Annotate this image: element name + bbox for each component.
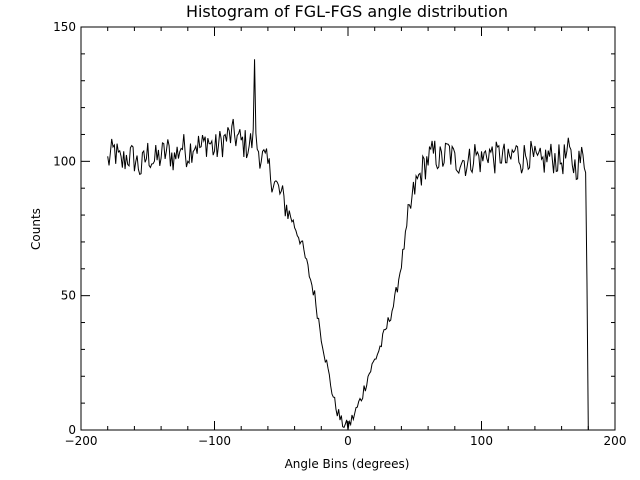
y-tick-label: 0	[68, 423, 76, 437]
y-tick-label: 100	[53, 154, 76, 168]
x-tick-label: 200	[604, 434, 627, 448]
x-tick-label: −200	[65, 434, 98, 448]
chart-title: Histogram of FGL-FGS angle distribution	[186, 2, 508, 21]
x-tick-label: 0	[344, 434, 352, 448]
x-axis-label: Angle Bins (degrees)	[285, 457, 410, 471]
y-tick-label: 150	[53, 20, 76, 34]
y-axis-label: Counts	[29, 208, 43, 250]
y-tick-label: 50	[61, 289, 76, 303]
x-tick-label: 100	[470, 434, 493, 448]
plot-frame	[80, 26, 616, 431]
x-tick-label: −100	[198, 434, 231, 448]
histogram-series-line	[107, 59, 589, 431]
